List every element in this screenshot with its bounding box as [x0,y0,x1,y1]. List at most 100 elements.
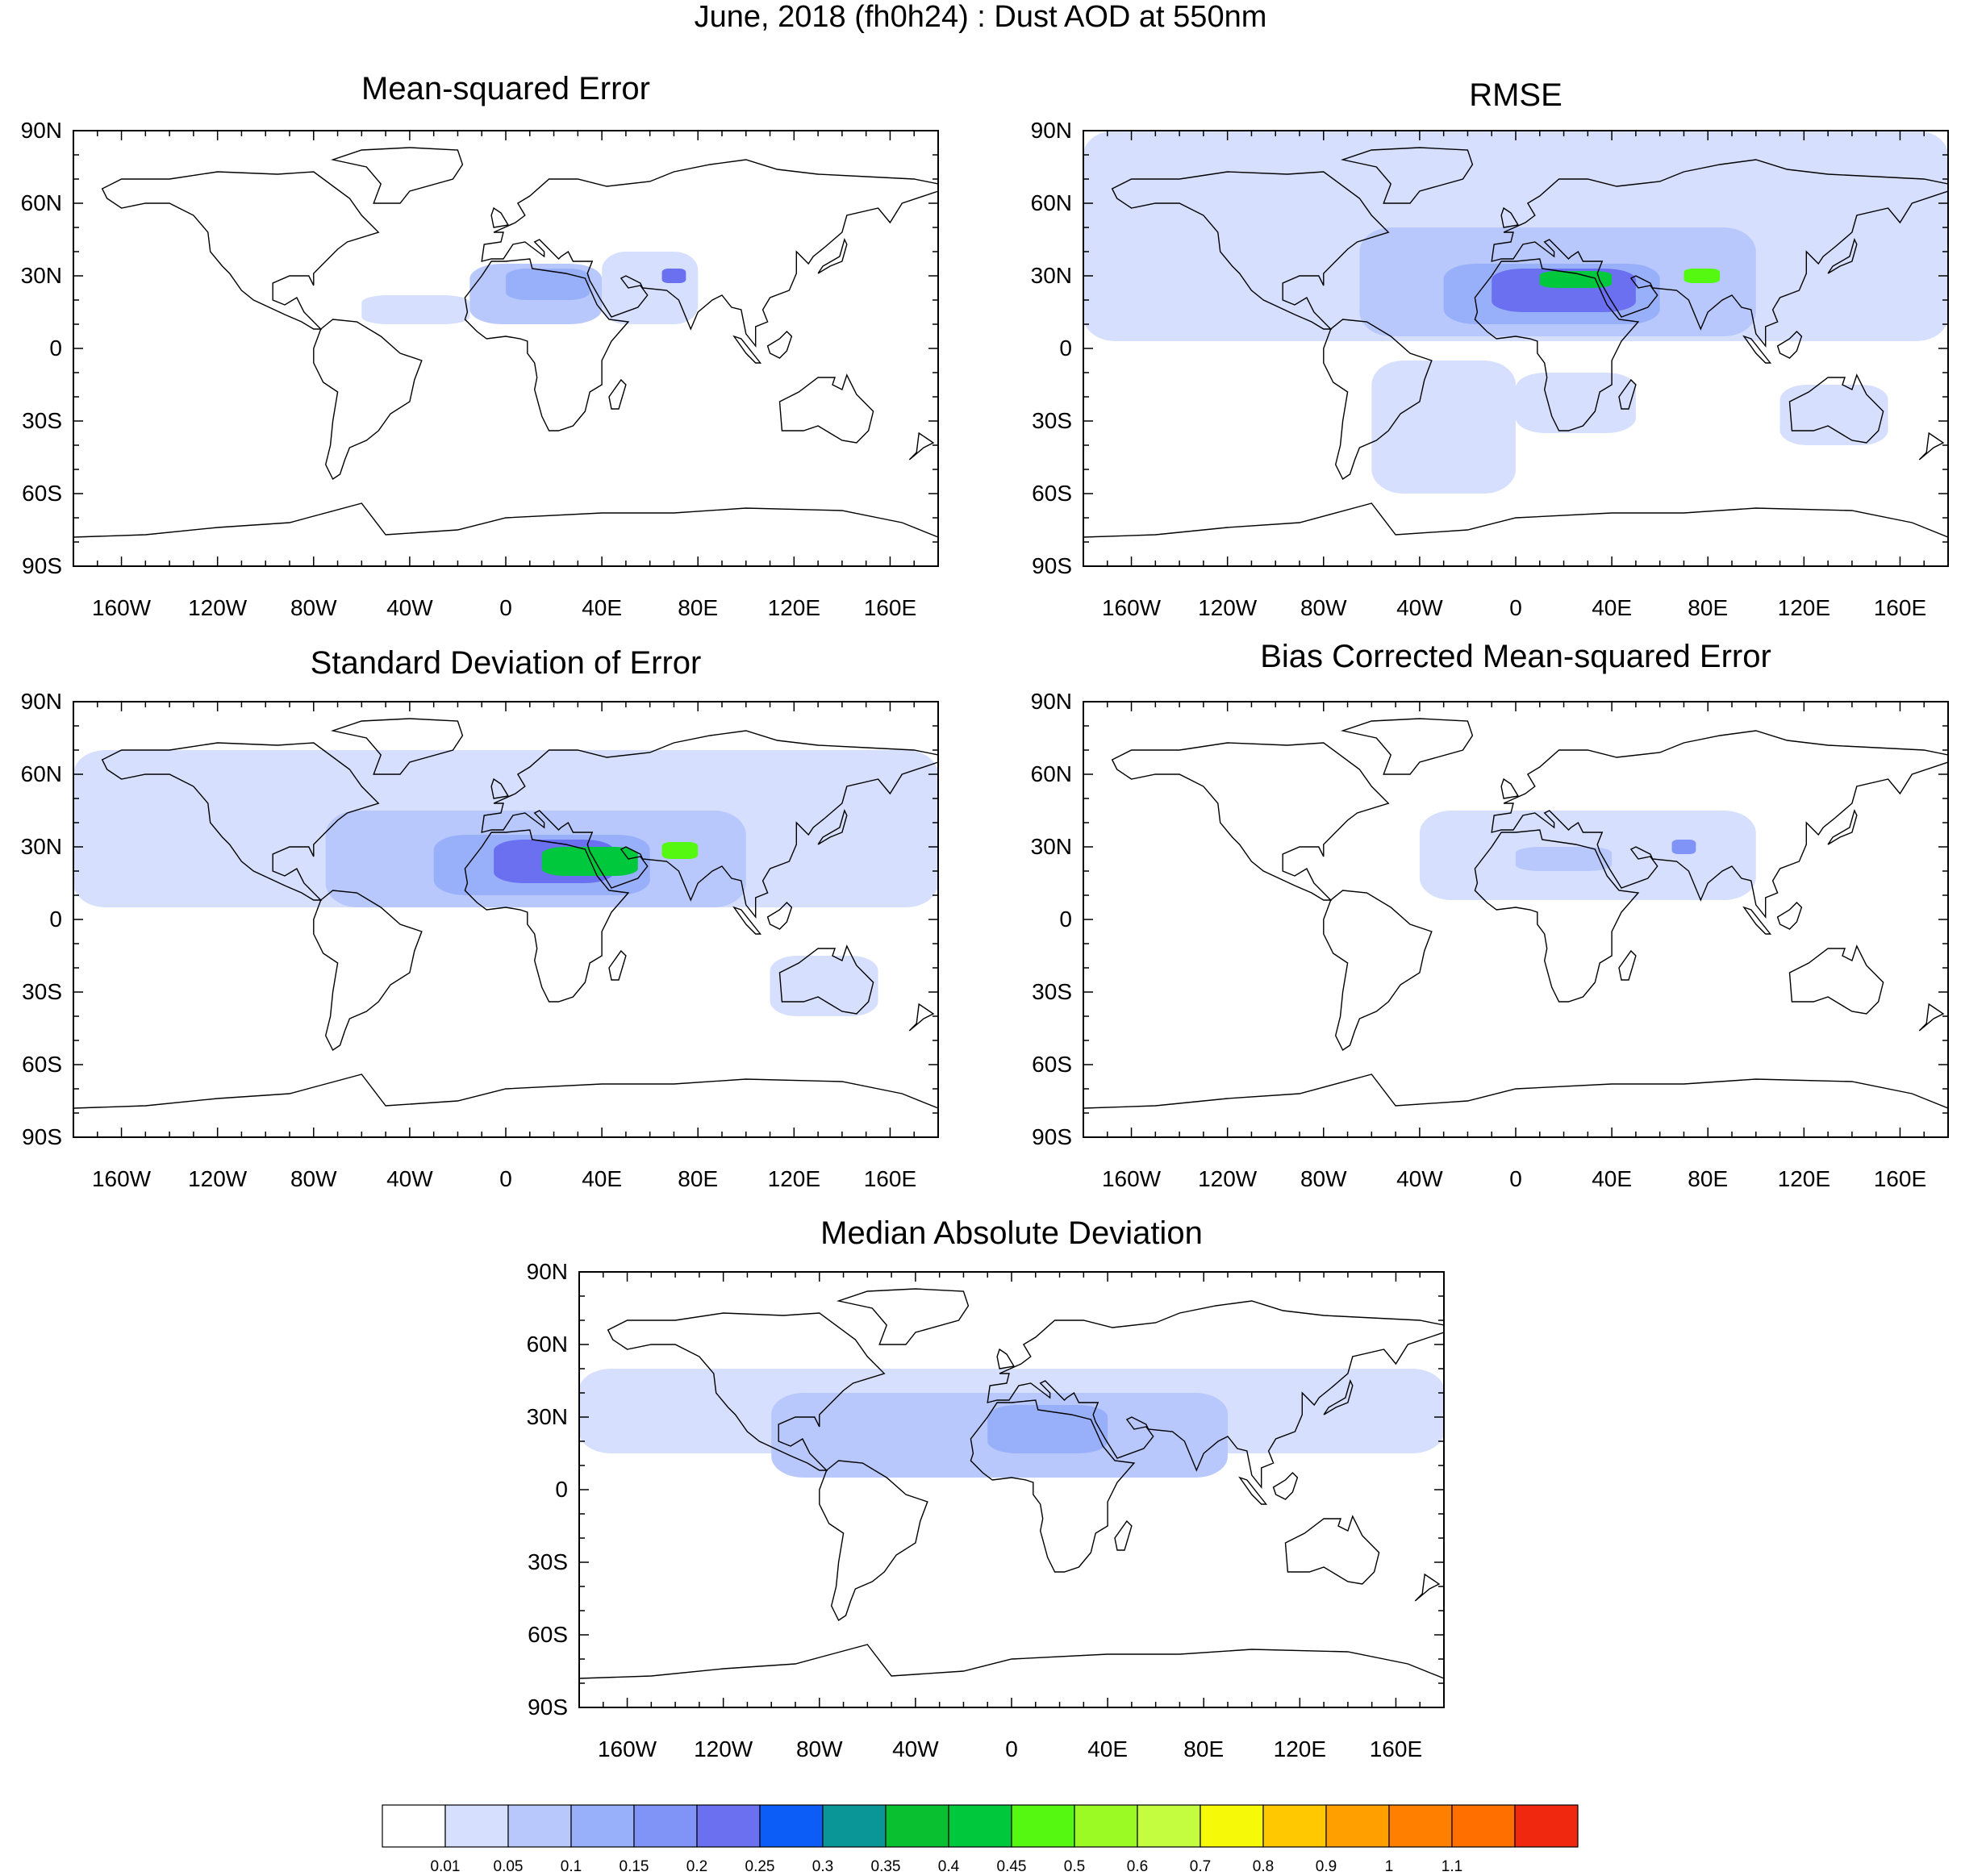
dust-region [661,269,686,283]
x-tick-label: 0 [1509,595,1522,620]
dust-region [661,842,699,859]
y-tick-label: 60N [20,190,62,215]
y-tick-label: 30N [526,1404,568,1429]
dust-region [1371,361,1516,494]
y-tick-label: 90N [20,689,62,714]
colorbar-box [885,1804,949,1848]
coastline-eurasia [481,159,938,348]
y-tick-label: 30N [1030,263,1072,288]
coastline-madagascar [1618,949,1637,981]
y-tick-label: 30S [1032,408,1072,433]
coastline-antarctica [1083,502,1948,538]
coastline-borneo [1272,1472,1299,1500]
dust-field [579,1288,1444,1679]
y-tick-label: 90S [22,1124,62,1149]
coastline-new-zealand [908,1003,935,1032]
coastline-antarctica [1083,1073,1948,1109]
coastline-sumatra [1238,1476,1268,1505]
coastline-africa [1474,258,1640,431]
y-tick-label: 60S [22,1052,62,1077]
y-tick-label: 0 [1059,336,1072,361]
x-tick-label: 80W [795,1736,843,1761]
x-tick-label: 120E [1273,1736,1327,1761]
x-tick-label: 120W [694,1736,753,1761]
dust-field [1083,131,1948,538]
x-tick-label: 120W [188,595,248,620]
dust-region [1539,271,1613,288]
y-tick-label: 90S [528,1695,568,1720]
coastline-australia [1284,1515,1380,1585]
dust-region [1684,269,1721,283]
panel-title: Median Absolute Deviation [820,1215,1203,1251]
coastline-north-america [101,171,380,330]
coastline-new-zealand [908,431,935,461]
y-tick-label: 60N [526,1332,568,1357]
x-tick-label: 40E [1592,595,1633,620]
coastline-north-america [607,1312,886,1471]
x-tick-label: 160E [863,1166,917,1191]
colorbar-label: 1.1 [1441,1858,1463,1875]
coastline-eurasia [987,1300,1444,1490]
x-tick-label: 160E [1873,1166,1927,1191]
coastline-borneo [766,902,793,930]
coastline-madagascar [1618,378,1637,410]
panel-title: Bias Corrected Mean-squared Error [1260,639,1771,674]
colorbar [382,1804,1579,1848]
coastline-uk [1500,777,1520,799]
map-frame [578,1271,1445,1708]
coastline-australia [1788,944,1884,1015]
x-tick-label: 80E [1688,595,1729,620]
coastline-new-zealand [1414,1573,1441,1602]
colorbar-box [1011,1804,1075,1848]
x-tick-label: 0 [1005,1736,1018,1761]
x-tick-label: 120W [188,1166,248,1191]
x-tick-label: 40W [386,595,433,620]
y-tick-label: 0 [555,1477,568,1502]
y-tick-label: 60N [20,761,62,786]
y-tick-label: 60N [1030,190,1072,215]
dust-region [1516,847,1613,871]
x-tick-label: 80W [290,1166,337,1191]
dust-region [602,252,699,324]
coastline-greenland [330,147,464,204]
coastline-south-america [1323,890,1433,1052]
x-tick-label: 120E [767,1166,821,1191]
coastline-eurasia [481,730,938,919]
dust-region [770,956,878,1016]
panel-title: Mean-squared Error [361,71,650,106]
coastline-south-america [1323,319,1433,481]
x-tick-label: 160W [1101,1166,1162,1191]
coastline-australia [778,944,874,1015]
x-tick-label: 160W [597,1736,657,1761]
coastline-africa [464,829,630,1003]
dust-region [987,1405,1108,1453]
coastline-uk [490,777,510,799]
coastline-africa [464,258,630,431]
coastline-greenland [836,1288,970,1345]
y-tick-label: 0 [1059,907,1072,932]
map-panel-3 [1083,701,1949,1138]
x-tick-label: 120E [1777,595,1831,620]
x-tick-label: 40W [386,1166,433,1191]
y-tick-label: 30S [22,979,62,1004]
x-tick-label: 160E [863,595,917,620]
y-tick-label: 60S [1032,1052,1072,1077]
x-tick-label: 160E [1873,595,1927,620]
coastline-borneo [766,331,793,359]
colorbar-label: 0.01 [430,1858,461,1875]
colorbar-label: 0.25 [745,1858,775,1875]
x-tick-label: 80W [1300,1166,1347,1191]
x-tick-label: 80W [290,595,337,620]
colorbar-box [696,1804,761,1848]
x-tick-label: 80E [678,1166,719,1191]
x-tick-label: 80E [678,595,719,620]
colorbar-box [822,1804,887,1848]
colorbar-label: 0.45 [996,1858,1027,1875]
coastline-sumatra [732,906,762,935]
dust-region [361,295,470,324]
colorbar-label: 0.2 [686,1858,708,1875]
x-tick-label: 40W [1396,1166,1443,1191]
coastline-australia [778,373,874,444]
y-tick-label: 30N [20,263,62,288]
